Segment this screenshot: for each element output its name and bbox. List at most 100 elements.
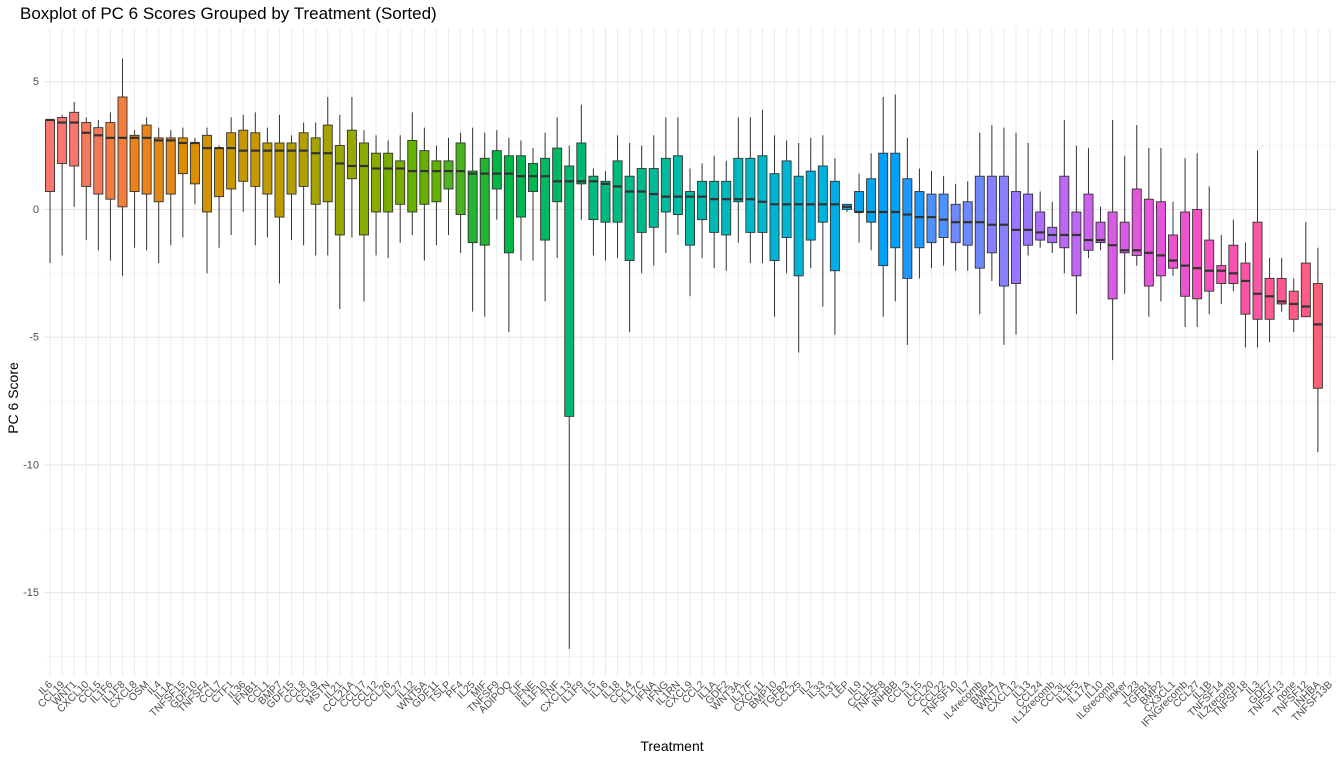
- box-body: [226, 132, 237, 190]
- box-none: [1288, 278, 1299, 333]
- box-body: [685, 191, 695, 246]
- box-TNFSF9: [491, 130, 502, 220]
- box-LEP: [841, 203, 852, 212]
- box-body: [1168, 234, 1178, 269]
- box-IL1F6: [105, 112, 116, 261]
- box-body: [528, 162, 539, 192]
- box-body: [1312, 283, 1323, 389]
- box-CCL12: [371, 135, 382, 256]
- box-body: [564, 165, 575, 417]
- box-IL1F8: [117, 58, 128, 276]
- box-body: [189, 142, 200, 185]
- box-GDF2: [721, 160, 732, 271]
- box-body: [298, 132, 309, 187]
- box-IL10: [1095, 206, 1106, 251]
- y-tick-label: 5: [33, 76, 39, 88]
- box-IL23: [1131, 125, 1142, 266]
- box-body: [660, 157, 671, 213]
- box-TNFSF14: [1216, 234, 1227, 304]
- box-TNF: [552, 117, 563, 258]
- box-TNFSF8: [878, 96, 889, 317]
- box-body: [1143, 198, 1154, 287]
- box-CTF1: [226, 117, 237, 235]
- box-IL17A: [1083, 148, 1094, 258]
- box-IL12: [407, 112, 418, 235]
- box-body: [1011, 191, 1021, 284]
- x-axis-ticks: IL6CCL19WNT1CXCL10CCL5IL1F6IL1F8CXCL8OSM…: [36, 678, 1335, 729]
- box-body: [636, 168, 647, 233]
- box-body: [733, 157, 744, 203]
- box-IL27: [395, 135, 406, 243]
- box-body: [672, 155, 683, 215]
- box-IL4recomb: [974, 132, 985, 315]
- box-CCL3: [902, 137, 913, 345]
- box-body: [383, 152, 394, 213]
- box-IL6: [45, 118, 56, 264]
- box-body: [1059, 175, 1070, 249]
- y-axis-ticks: 5 0 -5 -10 -15: [23, 76, 39, 599]
- box-body: [310, 137, 321, 205]
- box-body: [238, 129, 249, 182]
- box-IL1A: [165, 130, 176, 246]
- box-CCL1: [262, 127, 273, 238]
- box-CXCL13: [564, 145, 575, 649]
- box-body: [202, 134, 212, 213]
- box-CXCL11: [757, 109, 768, 264]
- box-body: [455, 142, 466, 215]
- box-CCL8: [298, 122, 309, 246]
- box-body: [781, 160, 792, 238]
- box-TGFB2: [781, 140, 792, 274]
- box-CCL22: [938, 176, 949, 266]
- box-IL1RN: [672, 117, 683, 235]
- box-CCL24: [1035, 191, 1046, 248]
- box-body: [165, 137, 176, 195]
- box-body: [1119, 221, 1130, 254]
- box-body: [286, 142, 297, 195]
- box-CCL26: [383, 140, 394, 258]
- box-body: [1192, 208, 1203, 300]
- box-CCL20: [926, 171, 937, 269]
- box-body: [153, 137, 164, 203]
- box-BMP4: [986, 125, 997, 281]
- box-CCL17: [359, 130, 369, 302]
- box-WNT5A: [419, 127, 430, 261]
- box-CCL27: [1192, 153, 1203, 327]
- box-body: [588, 175, 599, 221]
- box-IL9: [854, 173, 865, 243]
- box-body: [540, 157, 551, 241]
- box-IL1F9: [576, 104, 587, 220]
- box-body: [262, 142, 273, 195]
- box-body: [1240, 262, 1251, 315]
- box-body: [274, 142, 285, 218]
- box-CX3CL1: [1168, 201, 1178, 276]
- box-CXCL10: [81, 117, 92, 241]
- box-INHBB: [890, 94, 901, 302]
- box-LIF: [515, 140, 526, 261]
- box-IL31: [829, 158, 840, 335]
- box-CCL11: [866, 153, 877, 251]
- box-IFNA: [648, 135, 659, 266]
- box-body: [1216, 265, 1227, 284]
- box-GDF10: [189, 137, 200, 205]
- box-IL21: [334, 114, 345, 310]
- box-body: [817, 165, 828, 223]
- box-CCL21A: [346, 96, 357, 238]
- box-body: [1071, 211, 1082, 277]
- x-axis-title: Treatment: [640, 738, 704, 754]
- box-IL1B: [1204, 186, 1215, 315]
- box-IL3: [1252, 150, 1263, 348]
- box-body: [938, 193, 949, 238]
- box-body: [250, 132, 261, 187]
- box-CCL7: [214, 145, 225, 248]
- box-body: [1131, 188, 1142, 256]
- box-body: [1300, 262, 1311, 318]
- y-tick-label: -5: [29, 332, 39, 344]
- box-CXCL9: [685, 168, 695, 297]
- box-body: [105, 122, 116, 200]
- box-IL25: [467, 127, 478, 312]
- box-body: [177, 137, 188, 175]
- box-CCL3L: [1059, 119, 1070, 274]
- box-IL7: [962, 181, 973, 271]
- grid-lines: [44, 28, 1336, 677]
